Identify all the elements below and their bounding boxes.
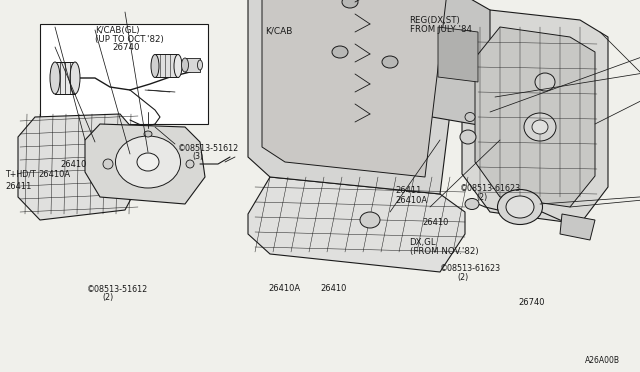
- Ellipse shape: [174, 55, 182, 77]
- Text: ©08513-51612: ©08513-51612: [86, 285, 148, 294]
- Polygon shape: [262, 0, 448, 177]
- Text: 26410: 26410: [320, 284, 346, 293]
- Text: 26410A: 26410A: [269, 284, 301, 293]
- Ellipse shape: [332, 46, 348, 58]
- Ellipse shape: [524, 113, 556, 141]
- Polygon shape: [438, 27, 478, 82]
- Polygon shape: [560, 214, 595, 240]
- Text: 26410A: 26410A: [38, 170, 70, 179]
- Ellipse shape: [115, 136, 180, 188]
- Text: FROM JULY '84: FROM JULY '84: [410, 25, 472, 33]
- Text: A26A00B: A26A00B: [584, 356, 620, 365]
- Polygon shape: [185, 58, 200, 72]
- Ellipse shape: [103, 159, 113, 169]
- Text: T+HD/T: T+HD/T: [5, 170, 36, 179]
- Text: (FROM NOV.'82): (FROM NOV.'82): [410, 247, 478, 256]
- Ellipse shape: [198, 60, 202, 70]
- Ellipse shape: [506, 196, 534, 218]
- Ellipse shape: [360, 212, 380, 228]
- Text: (3): (3): [192, 153, 203, 161]
- Polygon shape: [18, 114, 140, 220]
- Ellipse shape: [382, 56, 398, 68]
- Ellipse shape: [50, 62, 60, 94]
- Ellipse shape: [535, 73, 555, 91]
- Text: 26410: 26410: [422, 218, 449, 227]
- Ellipse shape: [182, 58, 189, 72]
- Text: 26410: 26410: [61, 160, 87, 169]
- Text: (2): (2): [477, 193, 488, 202]
- Ellipse shape: [144, 131, 152, 137]
- Ellipse shape: [465, 199, 479, 209]
- Text: REG(DX,ST): REG(DX,ST): [410, 16, 460, 25]
- Text: 26411: 26411: [5, 182, 31, 191]
- Text: ©08513-61623: ©08513-61623: [440, 264, 502, 273]
- Text: ©08513-51612: ©08513-51612: [178, 144, 239, 153]
- Polygon shape: [248, 0, 465, 194]
- Ellipse shape: [137, 153, 159, 171]
- Ellipse shape: [342, 0, 358, 8]
- Polygon shape: [408, 0, 490, 127]
- Text: ©08513-61623: ©08513-61623: [460, 185, 521, 193]
- Text: K/CAB: K/CAB: [266, 26, 293, 35]
- Bar: [40, 24, 208, 124]
- Ellipse shape: [532, 120, 548, 134]
- Ellipse shape: [460, 130, 476, 144]
- Text: 26740: 26740: [112, 43, 140, 52]
- Text: K/CAB(GL): K/CAB(GL): [95, 26, 140, 35]
- Text: (2): (2): [458, 273, 469, 282]
- Text: DX,GL: DX,GL: [410, 238, 436, 247]
- Ellipse shape: [497, 189, 543, 224]
- Text: 26410A: 26410A: [396, 196, 428, 205]
- Text: (UP TO OCT.'82): (UP TO OCT.'82): [95, 35, 163, 44]
- Polygon shape: [155, 54, 178, 77]
- Polygon shape: [248, 177, 465, 272]
- Polygon shape: [462, 10, 608, 224]
- Polygon shape: [85, 124, 205, 204]
- Ellipse shape: [186, 160, 194, 168]
- Text: (2): (2): [102, 293, 114, 302]
- Text: 26740: 26740: [518, 298, 545, 307]
- Ellipse shape: [70, 62, 80, 94]
- Ellipse shape: [465, 112, 475, 122]
- Ellipse shape: [151, 55, 159, 77]
- Polygon shape: [55, 62, 75, 94]
- Text: 26411: 26411: [396, 186, 422, 195]
- Polygon shape: [475, 27, 595, 207]
